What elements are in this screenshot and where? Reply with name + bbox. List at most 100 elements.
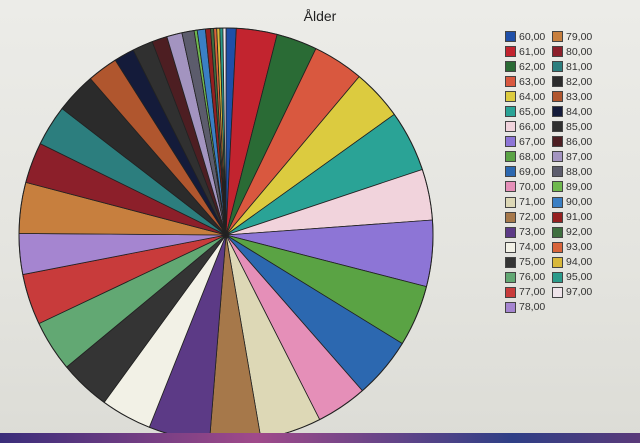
legend-swatch [552, 136, 563, 148]
legend-swatch [552, 166, 563, 178]
legend-item-74-00: 74,00 [505, 240, 552, 255]
legend-swatch [505, 256, 516, 268]
legend-item-97-00: 97,00 [552, 285, 599, 300]
legend-swatch [552, 256, 563, 268]
legend-label: 92,00 [566, 226, 593, 239]
legend-label: 62,00 [519, 60, 546, 73]
legend-label: 93,00 [566, 241, 593, 254]
legend-label: 69,00 [519, 165, 546, 178]
legend-label: 70,00 [519, 180, 546, 193]
legend-item-69-00: 69,00 [505, 164, 552, 179]
legend-label: 66,00 [519, 120, 546, 133]
legend-swatch [505, 286, 516, 298]
legend-label: 79,00 [566, 30, 593, 43]
legend-label: 83,00 [566, 90, 593, 103]
legend-label: 82,00 [566, 75, 593, 88]
legend-label: 71,00 [519, 196, 546, 209]
legend-item-62-00: 62,00 [505, 59, 552, 74]
legend-item-94-00: 94,00 [552, 255, 599, 270]
screen-bottom-edge [0, 433, 640, 443]
legend-item-71-00: 71,00 [505, 195, 552, 210]
legend-swatch [505, 166, 516, 178]
legend-item-88-00: 88,00 [552, 164, 599, 179]
legend-label: 78,00 [519, 301, 546, 314]
legend-item-60-00: 60,00 [505, 29, 552, 44]
legend-swatch [552, 226, 563, 238]
legend-label: 65,00 [519, 105, 546, 118]
legend-swatch [505, 76, 516, 88]
legend-item-73-00: 73,00 [505, 225, 552, 240]
legend-swatch [552, 31, 563, 43]
legend-item-84-00: 84,00 [552, 104, 599, 119]
legend-swatch [505, 301, 516, 313]
legend-label: 75,00 [519, 256, 546, 269]
legend-label: 72,00 [519, 211, 546, 224]
legend-swatch [505, 91, 516, 103]
legend-label: 73,00 [519, 226, 546, 239]
legend-label: 64,00 [519, 90, 546, 103]
legend-label: 90,00 [566, 196, 593, 209]
legend-label: 76,00 [519, 271, 546, 284]
legend-swatch [505, 196, 516, 208]
legend-item-75-00: 75,00 [505, 255, 552, 270]
legend-item-90-00: 90,00 [552, 195, 599, 210]
legend-swatch [552, 121, 563, 133]
legend-item-86-00: 86,00 [552, 134, 599, 149]
legend-item-81-00: 81,00 [552, 59, 599, 74]
legend-label: 97,00 [566, 286, 593, 299]
legend-item-68-00: 68,00 [505, 149, 552, 164]
legend-label: 85,00 [566, 120, 593, 133]
legend-item-80-00: 80,00 [552, 44, 599, 59]
legend-label: 86,00 [566, 135, 593, 148]
legend-label: 61,00 [519, 45, 546, 58]
legend-item-61-00: 61,00 [505, 44, 552, 59]
legend-item-82-00: 82,00 [552, 74, 599, 89]
legend-item-91-00: 91,00 [552, 210, 599, 225]
legend-label: 63,00 [519, 75, 546, 88]
legend-item-83-00: 83,00 [552, 89, 599, 104]
legend-item-92-00: 92,00 [552, 225, 599, 240]
legend-swatch [505, 136, 516, 148]
legend-swatch [505, 61, 516, 73]
legend-swatch [552, 151, 563, 163]
legend-swatch [505, 181, 516, 193]
legend-swatch [552, 286, 563, 298]
legend-item-77-00: 77,00 [505, 285, 552, 300]
legend-label: 84,00 [566, 105, 593, 118]
legend-label: 94,00 [566, 256, 593, 269]
legend-empty-cell [552, 300, 599, 315]
legend-item-63-00: 63,00 [505, 74, 552, 89]
legend-label: 89,00 [566, 180, 593, 193]
legend-item-95-00: 95,00 [552, 270, 599, 285]
legend-swatch [505, 121, 516, 133]
chart-title: Ålder [303, 8, 337, 24]
legend-label: 74,00 [519, 241, 546, 254]
legend-label: 68,00 [519, 150, 546, 163]
legend-swatch [505, 31, 516, 43]
legend-swatch [552, 181, 563, 193]
legend-item-72-00: 72,00 [505, 210, 552, 225]
legend-label: 80,00 [566, 45, 593, 58]
legend-swatch [552, 196, 563, 208]
legend-label: 88,00 [566, 165, 593, 178]
legend-swatch [552, 76, 563, 88]
legend-swatch [552, 241, 563, 253]
legend-label: 60,00 [519, 30, 546, 43]
legend-swatch [552, 271, 563, 283]
legend-item-70-00: 70,00 [505, 179, 552, 194]
legend-item-79-00: 79,00 [552, 29, 599, 44]
legend-item-89-00: 89,00 [552, 179, 599, 194]
legend-swatch [552, 211, 563, 223]
legend-label: 77,00 [519, 286, 546, 299]
legend-label: 81,00 [566, 60, 593, 73]
legend-swatch [552, 91, 563, 103]
legend-swatch [505, 241, 516, 253]
legend-swatch [505, 106, 516, 118]
legend-swatch [552, 46, 563, 58]
legend-swatch [505, 151, 516, 163]
legend-swatch [552, 61, 563, 73]
legend-item-85-00: 85,00 [552, 119, 599, 134]
legend-item-93-00: 93,00 [552, 240, 599, 255]
